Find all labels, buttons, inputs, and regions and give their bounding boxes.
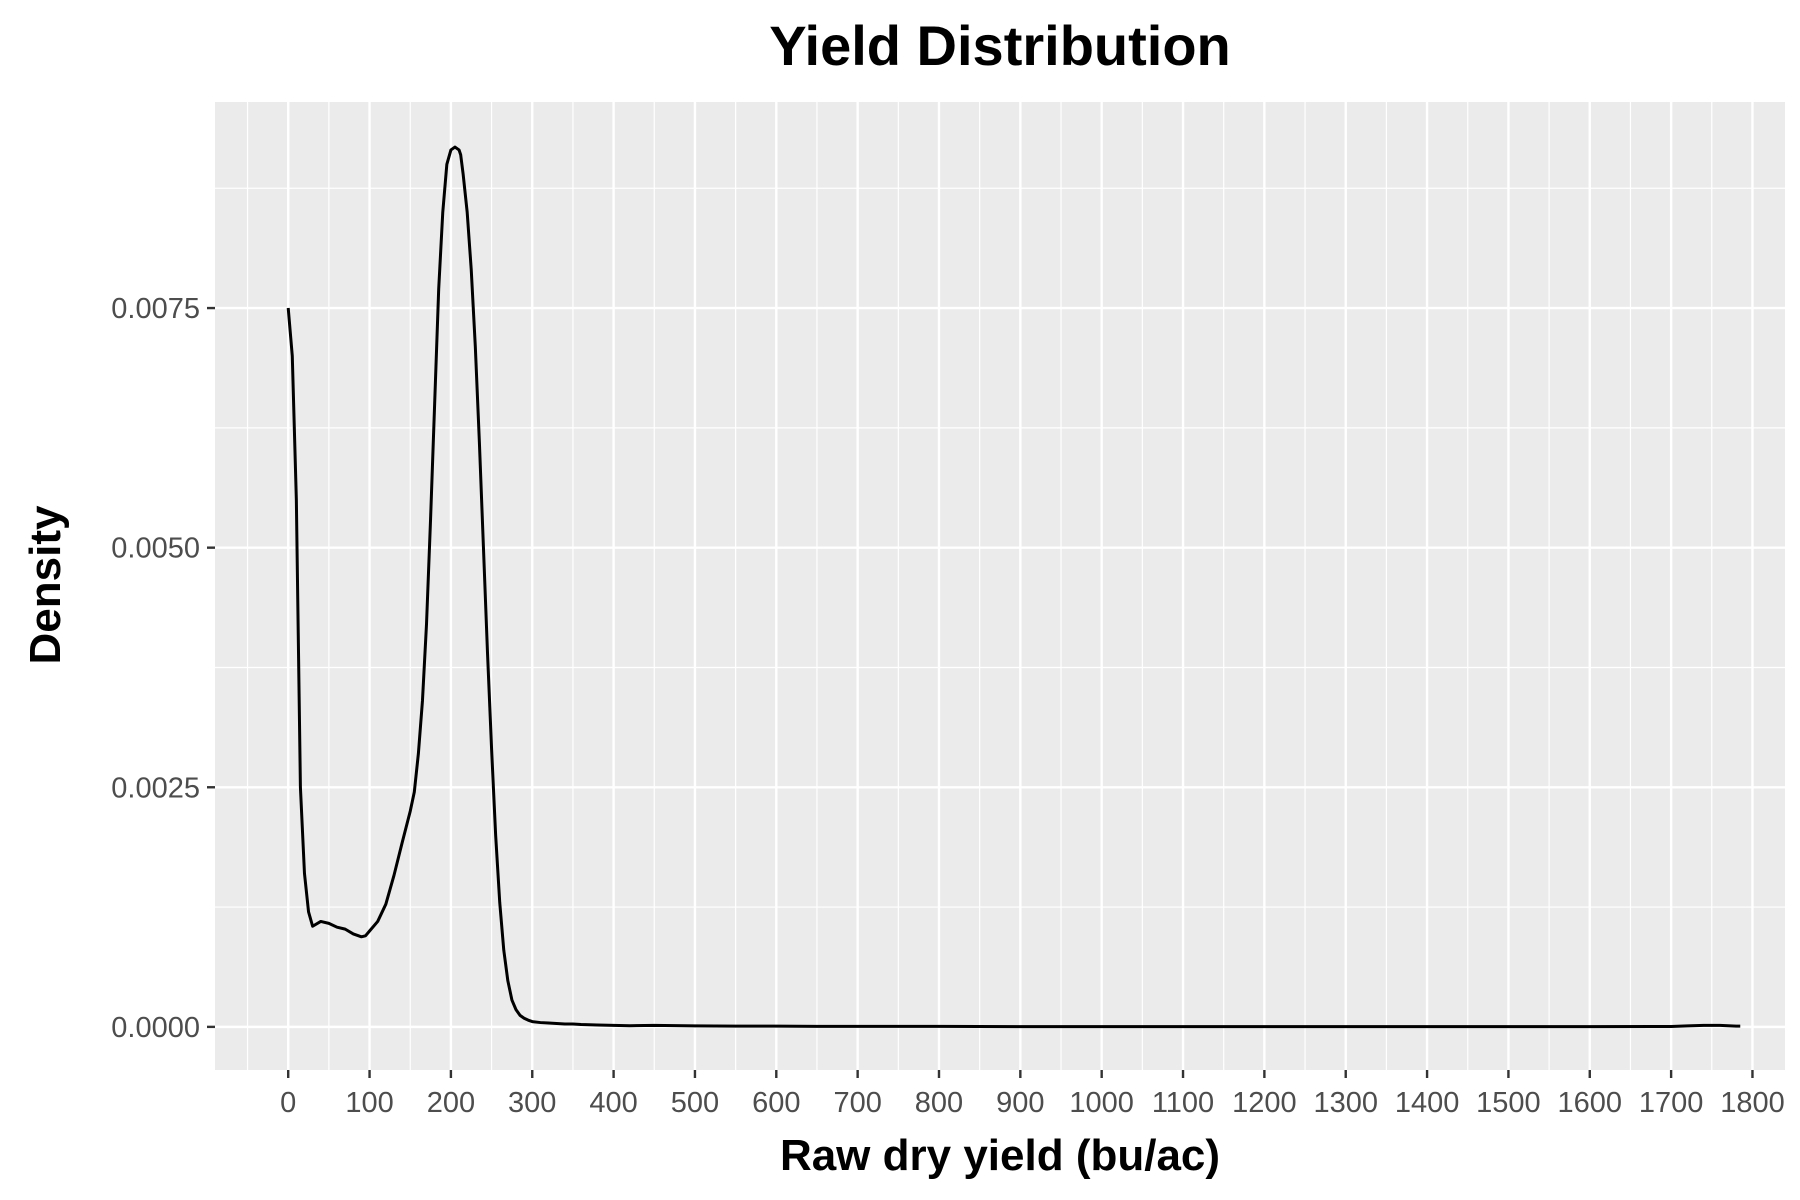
x-tick-label: 300 xyxy=(508,1087,556,1119)
x-tick-label: 800 xyxy=(915,1087,963,1119)
x-tick-label: 0 xyxy=(280,1087,296,1119)
x-tick-label: 1600 xyxy=(1558,1087,1623,1119)
plot-panel xyxy=(215,102,1785,1070)
density-curve xyxy=(286,145,1741,1029)
x-tick-label: 1400 xyxy=(1395,1087,1460,1119)
x-tick-label: 700 xyxy=(833,1087,881,1119)
x-tick-label: 400 xyxy=(589,1087,637,1119)
minor-gridlines xyxy=(215,102,1785,1070)
y-tick-label: 0.0025 xyxy=(111,772,200,804)
x-tick-label: 1800 xyxy=(1720,1087,1785,1119)
x-tick-label: 1200 xyxy=(1232,1087,1297,1119)
x-tick-label: 1700 xyxy=(1639,1087,1704,1119)
x-tick-label: 100 xyxy=(345,1087,393,1119)
x-tick-label: 500 xyxy=(671,1087,719,1119)
x-tick-label: 1000 xyxy=(1069,1087,1134,1119)
x-axis-title: Raw dry yield (bu/ac) xyxy=(780,1131,1220,1180)
y-axis-title: Density xyxy=(21,505,70,664)
y-tick-label: 0.0075 xyxy=(111,293,200,325)
y-tick-label: 0.0050 xyxy=(111,533,200,565)
x-tick-label: 600 xyxy=(752,1087,800,1119)
y-axis-ticks: 0.0000 0.0025 0.0050 0.0075 xyxy=(111,293,215,1044)
x-tick-label: 1300 xyxy=(1313,1087,1378,1119)
x-tick-label: 1500 xyxy=(1476,1087,1541,1119)
x-tick-label: 900 xyxy=(996,1087,1044,1119)
x-tick-label: 200 xyxy=(427,1087,475,1119)
x-tick-label: 1100 xyxy=(1152,1087,1214,1119)
y-tick-label: 0.0000 xyxy=(111,1012,200,1044)
chart-title: Yield Distribution xyxy=(769,14,1230,77)
major-gridlines xyxy=(215,102,1785,1070)
x-axis-ticks: 0 100 200 300 400 500 600 700 800 900 1000 1100 1200… xyxy=(280,1070,1785,1119)
